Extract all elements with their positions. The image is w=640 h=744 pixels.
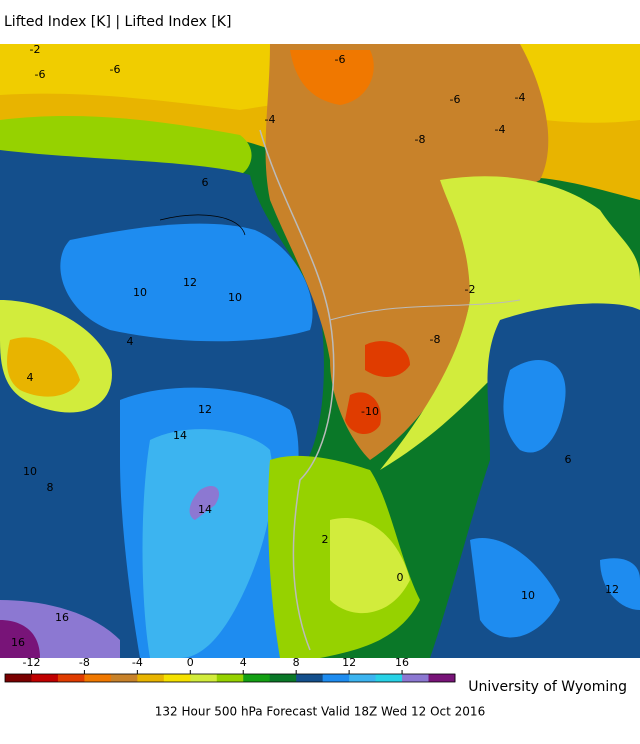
colorbar-tick-label: -12 — [22, 656, 40, 669]
contour-label: 4 — [27, 371, 34, 384]
colorbar-swatch — [31, 674, 59, 682]
contour-label: 16 — [11, 636, 25, 649]
contour-label: -6 — [35, 68, 46, 81]
colorbar-tick-label: -4 — [132, 656, 143, 669]
contour-label: 0 — [397, 571, 404, 584]
colorbar-swatch — [243, 674, 271, 682]
colorbar-frame — [4, 673, 456, 683]
contour-label: 6 — [565, 453, 572, 466]
contour-label: 4 — [127, 335, 134, 348]
contour-label: -6 — [335, 53, 346, 66]
contour-label: 10 — [133, 286, 147, 299]
colorbar-swatch — [137, 674, 165, 682]
colorbar-swatch — [402, 674, 430, 682]
contour-label: 10 — [228, 291, 242, 304]
colorbar: -12 -8 -4 0 4 8 12 16 — [4, 656, 456, 683]
map-title: Lifted Index [K] | Lifted Index [K] — [4, 14, 231, 30]
credit: University of Wyoming — [468, 679, 627, 695]
colorbar-swatch — [375, 674, 403, 682]
colorbar-tick-label: 0 — [187, 656, 194, 669]
colorbar-tick-label: 4 — [240, 656, 247, 669]
colorbar-swatch — [190, 674, 218, 682]
contour-label: 8 — [47, 481, 54, 494]
contour-label: -8 — [430, 333, 441, 346]
contour-label: -10 — [361, 405, 379, 418]
contour-label: 10 — [521, 589, 535, 602]
colorbar-swatch — [269, 674, 297, 682]
colorbar-swatch — [110, 674, 138, 682]
contour-label: -2 — [465, 283, 476, 296]
colorbar-swatch — [322, 674, 350, 682]
colorbar-swatch — [349, 674, 377, 682]
contour-label: -8 — [415, 133, 426, 146]
colorbar-swatch — [84, 674, 112, 682]
colorbar-swatch — [428, 674, 456, 682]
contour-label: -4 — [265, 113, 276, 126]
map: -2 -6 -6 -4 -6 -8 -6 -4 12 10 10 14 12 14 10 8 6 4 2 0 -10 -8… — [0, 43, 640, 658]
contour-label: -4 — [495, 123, 506, 136]
colorbar-tick-label: 8 — [293, 656, 300, 669]
caption: 132 Hour 500 hPa Forecast Valid 18Z Wed … — [155, 705, 485, 719]
contour-label: 10 — [23, 465, 37, 478]
contour-label: 12 — [605, 583, 619, 596]
colorbar-swatch — [216, 674, 244, 682]
colorbar-swatch — [296, 674, 324, 682]
colorbar-tick-label: 16 — [395, 656, 409, 669]
contour-label: 2 — [322, 533, 329, 546]
colorbar-swatch — [5, 674, 32, 682]
contour-label: -6 — [450, 93, 461, 106]
contour-label: 6 — [202, 176, 209, 189]
contour-label: -6 — [110, 63, 121, 76]
colorbar-tick-label: 12 — [342, 656, 356, 669]
colorbar-swatch — [163, 674, 191, 682]
contour-label: -4 — [515, 91, 526, 104]
contour-label: 14 — [198, 503, 212, 516]
contour-label: 12 — [183, 276, 197, 289]
colorbar-swatch — [57, 674, 85, 682]
contour-label: 16 — [55, 611, 69, 624]
contour-label: 12 — [198, 403, 212, 416]
contour-label: 14 — [173, 429, 187, 442]
colorbar-tick-label: -8 — [79, 656, 90, 669]
contour-label: -2 — [30, 43, 41, 56]
